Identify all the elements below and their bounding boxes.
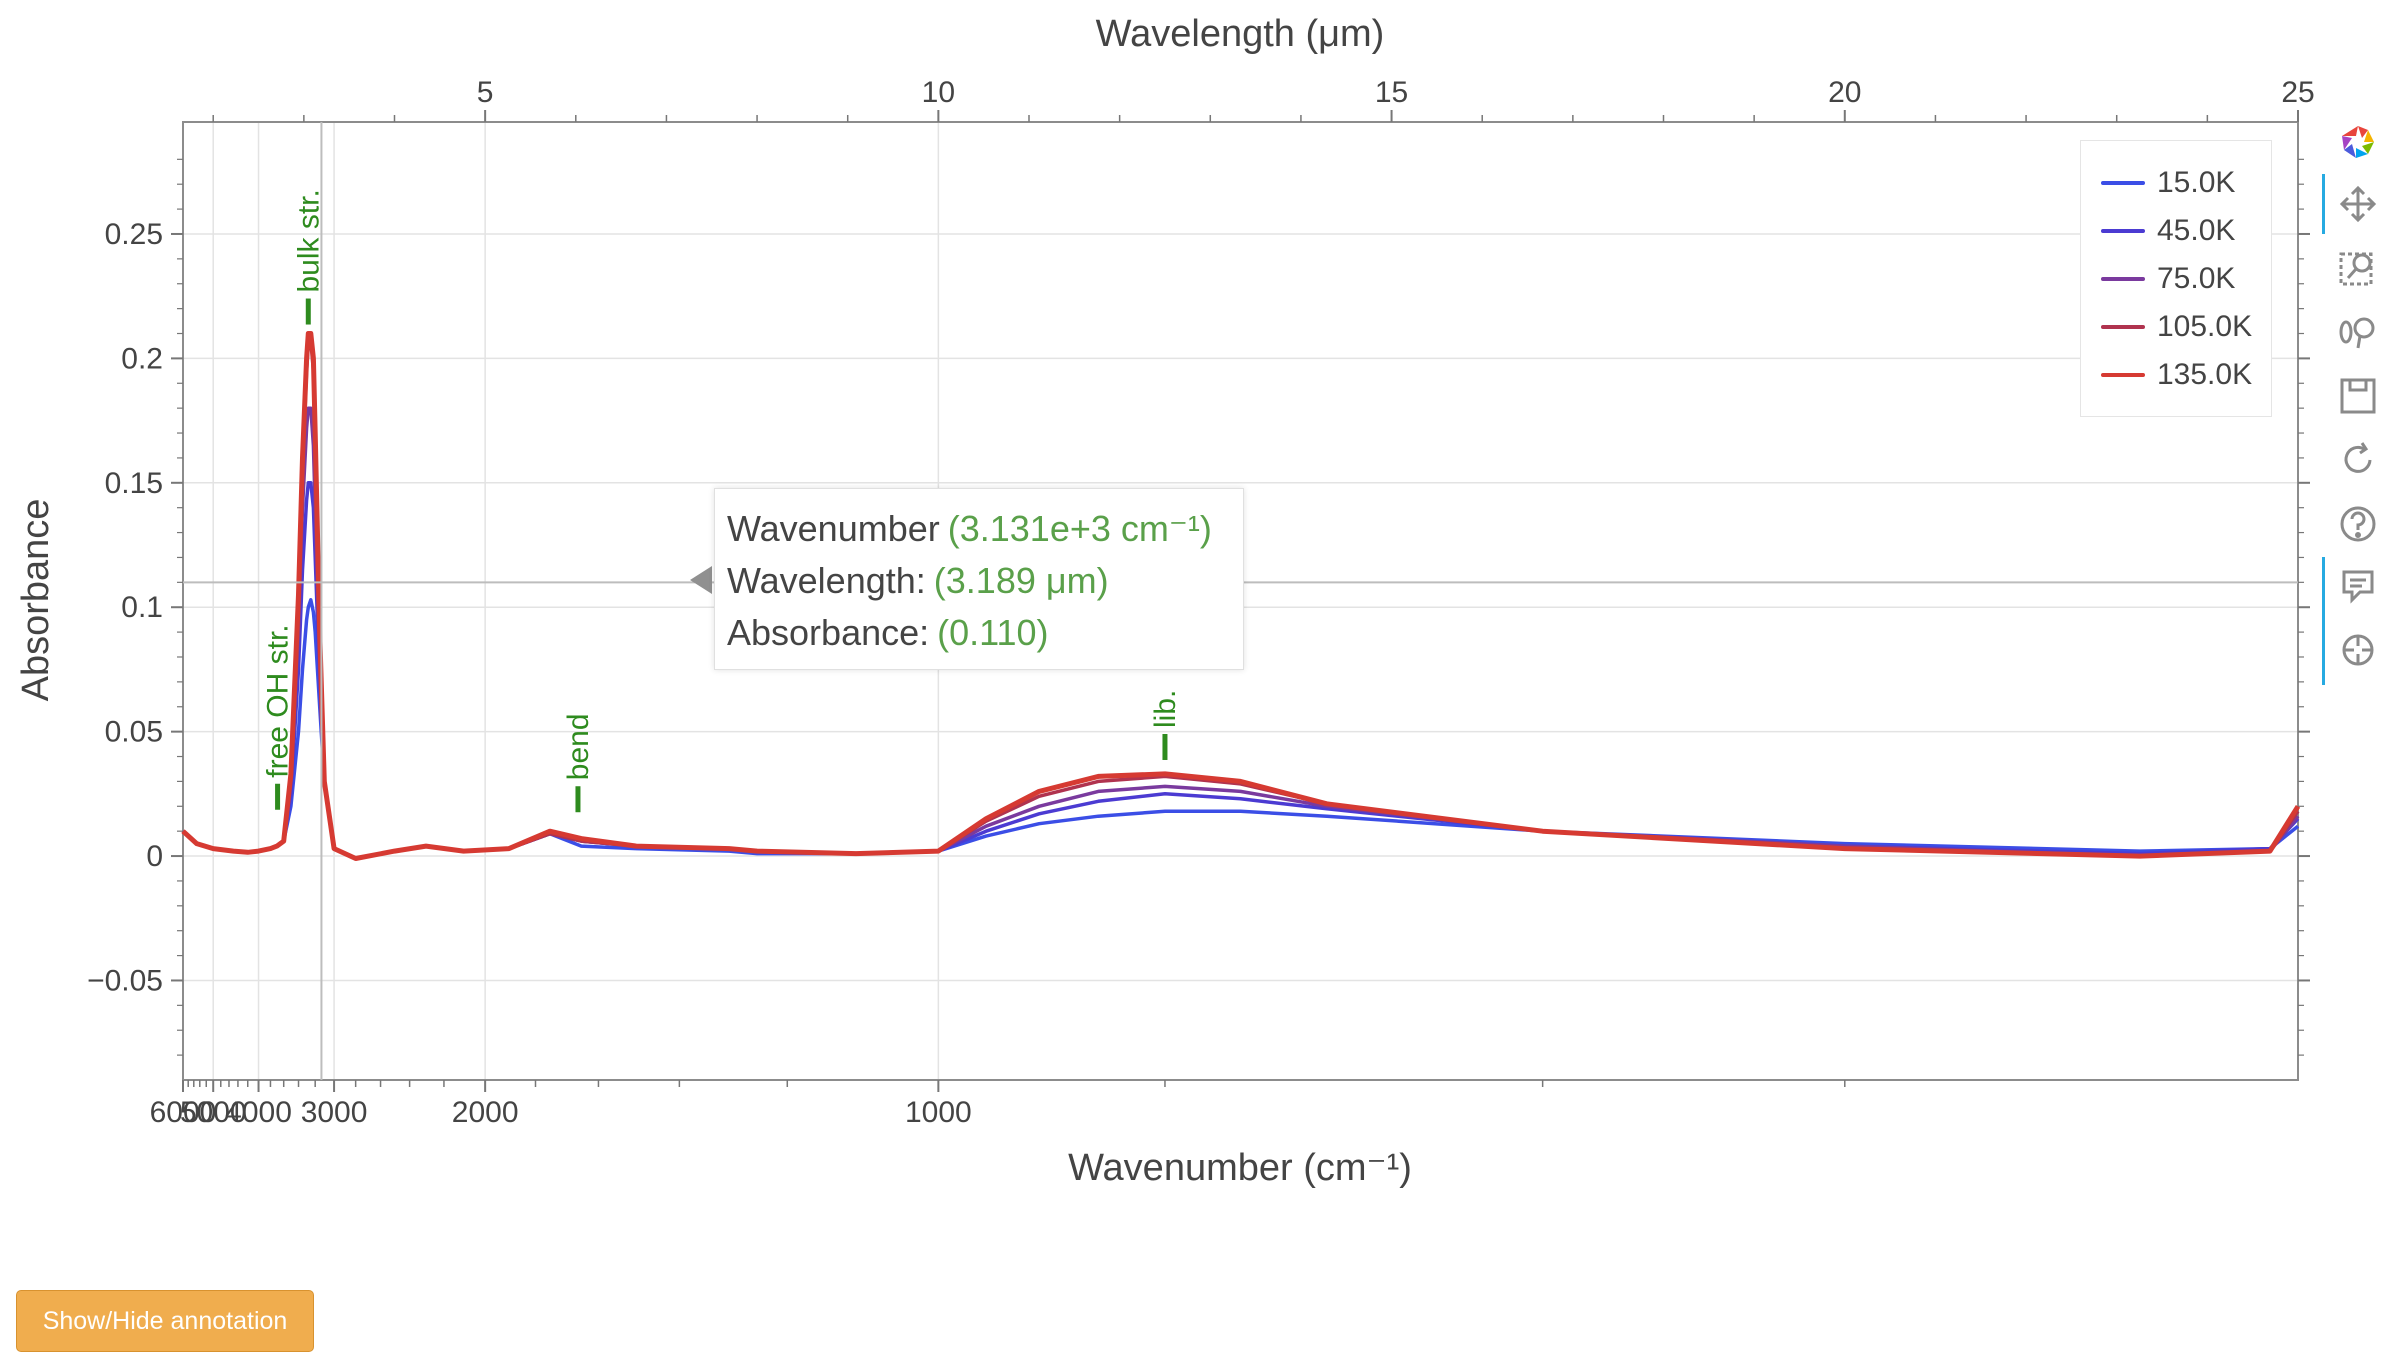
tooltip-row: Absorbance: (0.110)	[727, 607, 1243, 659]
annotation-label: free OH str.	[262, 624, 295, 777]
box-zoom-icon[interactable]	[2334, 244, 2382, 292]
series-lines	[181, 331, 2301, 861]
x-tick-label: 6000	[150, 1096, 217, 1129]
legend-swatch	[2101, 181, 2145, 185]
legend-swatch	[2101, 229, 2145, 233]
x-tick-label: 1000	[905, 1096, 972, 1129]
top-tick-label: 20	[1828, 76, 1861, 109]
y-axis-title: Absorbance	[15, 499, 57, 702]
annotation-label: bend	[562, 713, 595, 780]
legend-item[interactable]: 15.0K	[2101, 159, 2271, 207]
top-axis-title: Wavelength (μm)	[1096, 13, 1385, 55]
toolbar	[2318, 112, 2394, 712]
legend-label: 105.0K	[2157, 310, 2253, 343]
annotation-label: lib.	[1149, 690, 1182, 728]
pan-icon[interactable]	[2334, 180, 2382, 228]
legend-swatch	[2101, 373, 2145, 377]
legend-label: 75.0K	[2157, 262, 2236, 295]
tooltip-key: Absorbance:	[727, 612, 930, 653]
reset-icon[interactable]	[2334, 436, 2382, 484]
series-line-135.0K	[181, 331, 2301, 861]
tooltip-row: Wavelength: (3.189 μm)	[727, 555, 1243, 607]
tooltip-arrow	[690, 566, 712, 594]
y-tick-label: −0.05	[87, 964, 163, 997]
legend-swatch	[2101, 277, 2145, 281]
annotations: free OH str. bulk str. bend lib.	[262, 189, 1182, 813]
show-hide-annotation-button[interactable]: Show/Hide annotation	[16, 1290, 314, 1352]
y-tick-label: 0.15	[105, 467, 163, 500]
plot-frame	[182, 121, 2299, 1081]
legend-swatch	[2101, 325, 2145, 329]
bokeh-logo-icon[interactable]	[2334, 118, 2382, 166]
y-tick-label: 0.25	[105, 218, 163, 251]
tooltip-key: Wavenumber	[727, 508, 940, 549]
tooltip-key: Wavelength:	[727, 560, 926, 601]
x-tick-label: 4000	[225, 1096, 292, 1129]
active-drag-indicator	[2322, 174, 2325, 234]
save-icon[interactable]	[2334, 372, 2382, 420]
y-tick-label: 0.2	[121, 342, 163, 375]
legend-item[interactable]: 135.0K	[2101, 351, 2271, 399]
wheel-zoom-icon[interactable]	[2334, 308, 2382, 356]
top-axis-ticks: 5 10 15 20 25	[477, 76, 2315, 122]
top-tick-label: 5	[477, 76, 494, 109]
legend[interactable]: 15.0K 45.0K 75.0K 105.0K 135.0K	[2080, 140, 2272, 417]
x-tick-label: 5000	[180, 1096, 247, 1129]
legend-label: 135.0K	[2157, 358, 2253, 391]
top-tick-label: 15	[1375, 76, 1408, 109]
crosshair-icon[interactable]	[2334, 626, 2382, 674]
legend-item[interactable]: 45.0K	[2101, 207, 2271, 255]
legend-label: 15.0K	[2157, 166, 2236, 199]
x-axis-title: Wavenumber (cm⁻¹)	[1068, 1147, 1412, 1189]
y-tick-label: 0.1	[121, 591, 163, 624]
y-tick-label: 0	[146, 840, 163, 873]
active-inspect-indicator	[2322, 557, 2325, 685]
hover-tooltip: Wavenumber (3.131e+3 cm⁻¹) Wavelength: (3.1…	[714, 488, 1244, 670]
tooltip-value: (3.189 μm)	[933, 560, 1109, 601]
legend-item[interactable]: 75.0K	[2101, 255, 2271, 303]
hover-icon[interactable]	[2334, 562, 2382, 610]
tooltip-row: Wavenumber (3.131e+3 cm⁻¹)	[727, 503, 1243, 555]
y-tick-label: 0.05	[105, 716, 163, 749]
y-axis-ticks: −0.05 0 0.05 0.1 0.15 0.2 0.25	[87, 218, 2310, 997]
x-tick-label: 3000	[301, 1096, 368, 1129]
legend-label: 45.0K	[2157, 214, 2236, 247]
tooltip-value: (3.131e+3 cm⁻¹)	[947, 508, 1212, 549]
tooltip-value: (0.110)	[937, 612, 1049, 653]
help-icon[interactable]	[2334, 500, 2382, 548]
legend-item[interactable]: 105.0K	[2101, 303, 2271, 351]
annotation-label: bulk str.	[292, 189, 325, 292]
x-tick-label: 2000	[452, 1096, 519, 1129]
top-tick-label: 25	[2281, 76, 2314, 109]
top-tick-label: 10	[922, 76, 955, 109]
